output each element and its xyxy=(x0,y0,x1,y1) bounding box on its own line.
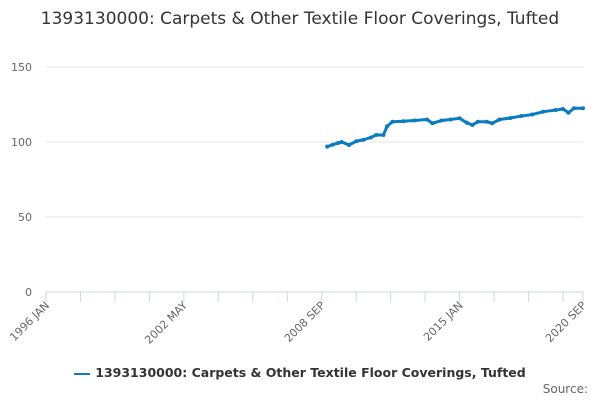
y-tick-label: 50 xyxy=(18,211,32,224)
data-point xyxy=(566,110,571,115)
data-point xyxy=(553,108,558,113)
data-point xyxy=(484,119,489,124)
data-point xyxy=(374,132,379,137)
data-point xyxy=(464,120,469,125)
data-point xyxy=(381,132,386,137)
data-point xyxy=(470,123,475,128)
data-point xyxy=(325,144,330,149)
data-point xyxy=(530,112,535,117)
data-point xyxy=(339,140,344,144)
x-tick-label: 2002 MAY xyxy=(142,299,190,347)
data-point xyxy=(368,135,373,140)
data-point xyxy=(497,117,502,122)
data-point xyxy=(448,117,453,122)
data-point xyxy=(508,116,513,120)
data-point xyxy=(490,121,495,126)
legend-line-swatch-icon xyxy=(74,372,91,375)
x-tick-label: 2015 JAN xyxy=(421,299,466,344)
data-point xyxy=(354,139,359,144)
data-point xyxy=(385,124,390,129)
y-tick-label: 100 xyxy=(11,136,32,149)
data-point xyxy=(475,119,480,124)
data-point xyxy=(457,116,462,121)
x-tick-label: 1996 JAN xyxy=(7,299,52,344)
data-point xyxy=(571,106,576,111)
series-line xyxy=(326,106,583,149)
data-point xyxy=(439,118,444,123)
y-tick-label: 150 xyxy=(11,61,32,74)
data-point xyxy=(390,119,395,124)
data-point xyxy=(412,118,417,123)
y-tick-label: 0 xyxy=(25,286,32,299)
data-point xyxy=(361,137,366,142)
legend-label: 1393130000: Carpets & Other Textile Floo… xyxy=(95,365,526,380)
data-point xyxy=(519,114,524,119)
data-point xyxy=(401,119,406,124)
x-tick-label: 2020 SEP xyxy=(543,299,589,345)
data-point xyxy=(561,107,566,111)
data-point xyxy=(336,141,341,146)
data-point xyxy=(541,109,546,114)
data-point xyxy=(346,143,351,147)
legend-item[interactable]: 1393130000: Carpets & Other Textile Floo… xyxy=(0,365,600,380)
data-point xyxy=(430,121,435,126)
x-tick-label: 2008 SEP xyxy=(282,299,328,345)
source-label: Source: xyxy=(542,382,588,396)
chart-title: 1393130000: Carpets & Other Textile Floo… xyxy=(40,9,560,29)
data-point xyxy=(581,106,585,111)
data-point xyxy=(330,142,335,147)
data-point xyxy=(424,117,429,122)
